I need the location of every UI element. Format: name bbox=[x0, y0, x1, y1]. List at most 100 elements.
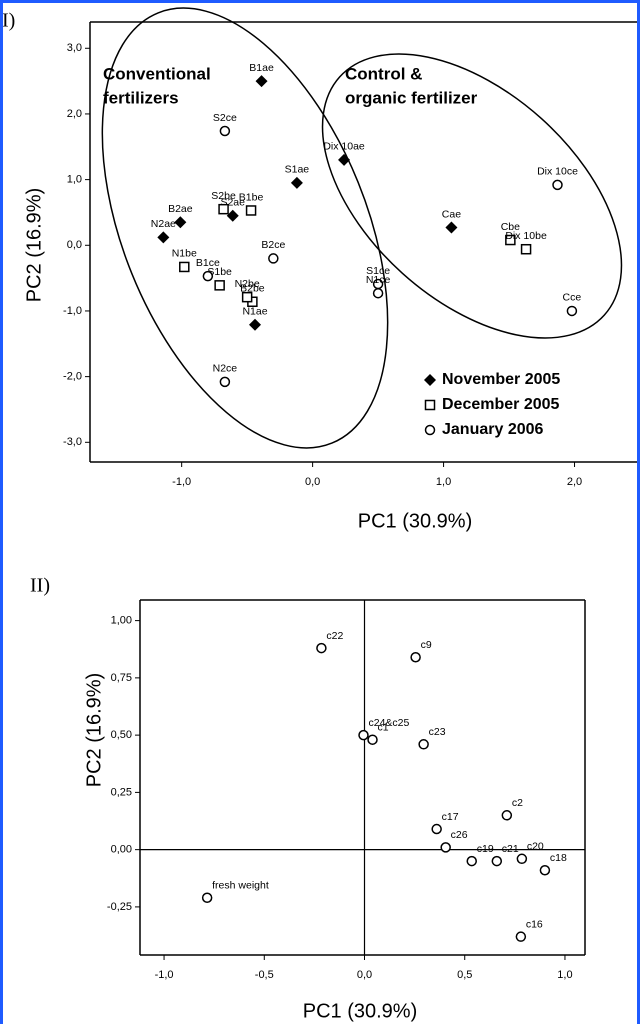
point-diamond bbox=[445, 221, 458, 234]
point-label: c23 bbox=[429, 726, 446, 738]
y-tick-label: 3,0 bbox=[67, 42, 82, 54]
legend-marker bbox=[424, 424, 436, 436]
point-circle bbox=[316, 642, 327, 654]
y-tick-label: 0,50 bbox=[111, 729, 132, 741]
point-square bbox=[245, 205, 257, 216]
annotation: Control & bbox=[345, 64, 422, 83]
point-circle bbox=[219, 376, 231, 388]
point-circle bbox=[201, 892, 213, 903]
y-tick-label: -3,0 bbox=[63, 436, 82, 448]
point-diamond bbox=[249, 318, 261, 331]
point-label: Dix 10ce bbox=[537, 166, 578, 178]
y-tick-label: 2,0 bbox=[67, 108, 82, 120]
point-label: c16 bbox=[526, 918, 543, 930]
point-label: c2 bbox=[512, 797, 523, 809]
y-tick-label: 0,00 bbox=[111, 844, 132, 856]
point-diamond bbox=[226, 209, 239, 222]
legend-marker bbox=[424, 374, 436, 386]
point-label: c20 bbox=[527, 841, 544, 853]
point-label: S2be bbox=[211, 190, 236, 202]
point-circle bbox=[431, 823, 442, 835]
cluster-ellipse bbox=[321, 53, 623, 339]
x-tick-label: 1,0 bbox=[436, 476, 451, 488]
y-axis-label: PC2 (16.9%) bbox=[23, 188, 45, 303]
point-label: c24&c25 bbox=[369, 717, 410, 729]
point-label: c18 bbox=[550, 852, 567, 864]
y-tick-label: 1,00 bbox=[111, 615, 132, 627]
point-circle bbox=[418, 739, 429, 750]
annotation: Conventional bbox=[103, 64, 211, 83]
legend-label: January 2006 bbox=[442, 421, 544, 438]
point-circle bbox=[466, 855, 477, 867]
point-square bbox=[241, 291, 253, 303]
point-square bbox=[179, 261, 190, 273]
point-label: fresh weight bbox=[212, 880, 269, 892]
point-label: N2ce bbox=[213, 363, 238, 375]
point-circle bbox=[501, 810, 513, 821]
x-tick-label: 2,0 bbox=[567, 476, 582, 488]
point-circle bbox=[491, 855, 503, 867]
legend-label: November 2005 bbox=[442, 371, 560, 388]
point-circle bbox=[268, 253, 279, 264]
y-tick-label: -2,0 bbox=[63, 371, 82, 383]
point-label: B2ae bbox=[168, 203, 193, 215]
point-label: B1ae bbox=[249, 62, 274, 74]
point-diamond bbox=[255, 75, 268, 88]
point-label: Dix 10be bbox=[505, 230, 547, 242]
legend-marker bbox=[424, 399, 436, 411]
y-axis-label: PC2 (16.9%) bbox=[83, 673, 105, 788]
point-label: Dix 10ae bbox=[323, 141, 365, 153]
point-circle bbox=[202, 270, 214, 282]
point-circle bbox=[440, 842, 451, 853]
point-circle bbox=[367, 734, 378, 745]
point-circle bbox=[515, 931, 527, 942]
point-label: Cae bbox=[442, 208, 461, 220]
x-tick-label: 0,0 bbox=[357, 969, 372, 981]
y-tick-label: -1,0 bbox=[63, 305, 82, 317]
point-label: S2ce bbox=[213, 112, 237, 124]
y-tick-label: 0,25 bbox=[111, 786, 132, 798]
x-tick-label: 1,0 bbox=[557, 969, 572, 981]
point-label: B2ce bbox=[261, 239, 285, 251]
legend-label: December 2005 bbox=[442, 396, 560, 413]
point-diamond bbox=[290, 176, 303, 189]
point-label: Cbe bbox=[501, 221, 520, 233]
point-label: N1ae bbox=[242, 306, 267, 318]
point-circle bbox=[552, 179, 563, 191]
x-tick-label: 0,0 bbox=[305, 476, 320, 488]
point-label: S1be bbox=[207, 266, 232, 278]
point-circle bbox=[358, 729, 369, 741]
cluster-ellipse bbox=[101, 7, 389, 449]
point-circle bbox=[566, 305, 578, 317]
point-label: B2be bbox=[240, 283, 265, 295]
point-circle bbox=[539, 865, 551, 876]
point-label: N2ae bbox=[151, 218, 176, 230]
point-circle bbox=[516, 853, 528, 865]
point-square bbox=[505, 234, 516, 246]
y-tick-label: 0,0 bbox=[67, 239, 82, 251]
point-label: S1ae bbox=[285, 164, 310, 176]
point-label: Cce bbox=[563, 292, 582, 304]
x-tick-label: 0,5 bbox=[457, 969, 472, 981]
point-circle bbox=[372, 287, 384, 299]
x-axis-label: PC1 (30.9%) bbox=[303, 1000, 418, 1022]
point-label: c19 bbox=[477, 843, 494, 855]
y-tick-label: 0,75 bbox=[111, 672, 132, 684]
point-label: c17 bbox=[442, 811, 459, 823]
point-label: c9 bbox=[421, 639, 432, 651]
point-label: B1ce bbox=[196, 257, 220, 269]
point-circle bbox=[219, 125, 231, 137]
annotation: fertilizers bbox=[103, 88, 179, 107]
point-label: S1ce bbox=[366, 265, 390, 277]
point-square bbox=[214, 280, 225, 291]
annotation: organic fertilizer bbox=[345, 88, 478, 107]
point-label: c26 bbox=[451, 829, 468, 841]
point-label: B1be bbox=[239, 191, 264, 203]
point-label: N2be bbox=[235, 278, 260, 290]
x-tick-label: -1,0 bbox=[172, 476, 191, 488]
point-square bbox=[520, 243, 532, 255]
point-label: c22 bbox=[326, 630, 343, 642]
point-square bbox=[218, 203, 229, 215]
